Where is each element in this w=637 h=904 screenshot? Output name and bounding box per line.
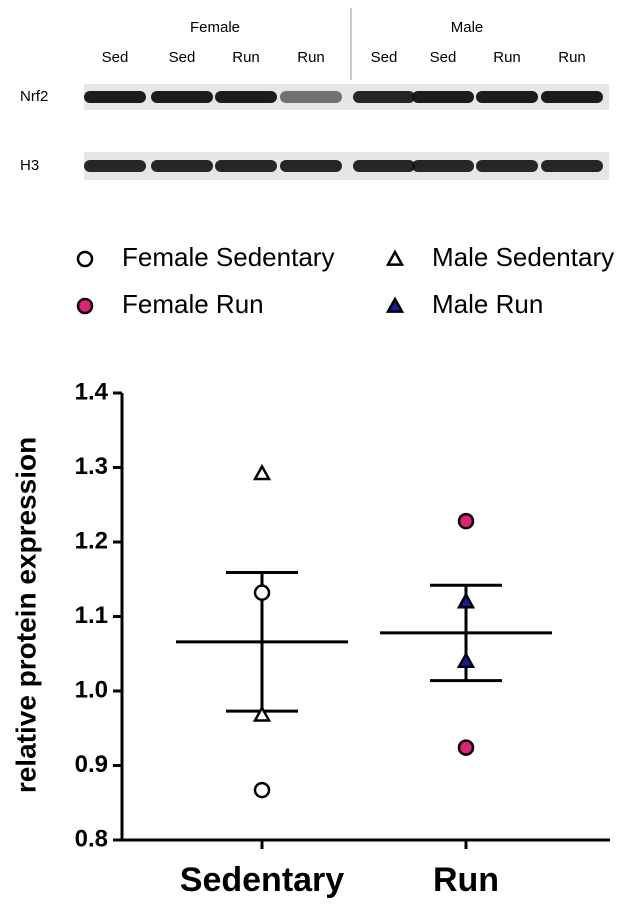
y-tick-label: 1.4 xyxy=(75,378,109,405)
figure: Female Male Sed Sed Run Run Sed Sed Run Run Nrf2 H3… xyxy=(0,0,637,904)
legend-marker xyxy=(388,252,402,265)
lane-label: Sed xyxy=(430,49,457,66)
legend-label: Female Run xyxy=(122,289,264,319)
y-tick-label: 1.2 xyxy=(75,527,108,554)
row-label: Nrf2 xyxy=(20,88,48,105)
band xyxy=(84,91,146,103)
data-point xyxy=(255,783,269,797)
x-tick-label: Run xyxy=(433,861,499,899)
x-tick-label: Sedentary xyxy=(180,861,344,899)
legend-marker xyxy=(388,299,402,312)
band xyxy=(412,160,474,172)
legend-label: Female Sedentary xyxy=(122,242,334,272)
legend-label: Male Run xyxy=(432,289,543,319)
y-tick-label: 1.0 xyxy=(75,676,108,703)
band xyxy=(476,91,538,103)
band xyxy=(476,160,538,172)
group-label: Male xyxy=(451,19,484,36)
data-point xyxy=(255,586,269,600)
band xyxy=(541,91,603,103)
band xyxy=(412,91,474,103)
band xyxy=(353,160,415,172)
data-point xyxy=(459,741,473,755)
band xyxy=(541,160,603,172)
data-point xyxy=(255,466,269,479)
data-point xyxy=(459,514,473,528)
lane-label: Run xyxy=(297,49,325,66)
data-point xyxy=(459,595,473,608)
y-tick-label: 1.1 xyxy=(75,602,108,629)
lane-label: Run xyxy=(493,49,521,66)
band xyxy=(151,91,213,103)
legend-marker xyxy=(78,299,92,313)
row-label: H3 xyxy=(20,157,39,174)
data-point xyxy=(459,654,473,667)
y-axis-label: relative protein expression xyxy=(10,437,41,793)
lane-label: Sed xyxy=(102,49,129,66)
lane-label: Run xyxy=(232,49,260,66)
y-tick-label: 0.8 xyxy=(75,825,108,852)
lane-label: Run xyxy=(558,49,586,66)
group-label: Female xyxy=(190,19,240,36)
legend-marker xyxy=(78,252,92,266)
y-tick-label: 0.9 xyxy=(75,751,108,778)
y-tick-label: 1.3 xyxy=(75,453,108,480)
band xyxy=(215,91,277,103)
band xyxy=(353,91,415,103)
legend-label: Male Sedentary xyxy=(432,242,614,272)
band xyxy=(215,160,277,172)
band xyxy=(151,160,213,172)
band xyxy=(84,160,146,172)
band xyxy=(280,91,342,103)
band xyxy=(280,160,342,172)
lane-label: Sed xyxy=(169,49,196,66)
lane-label: Sed xyxy=(371,49,398,66)
